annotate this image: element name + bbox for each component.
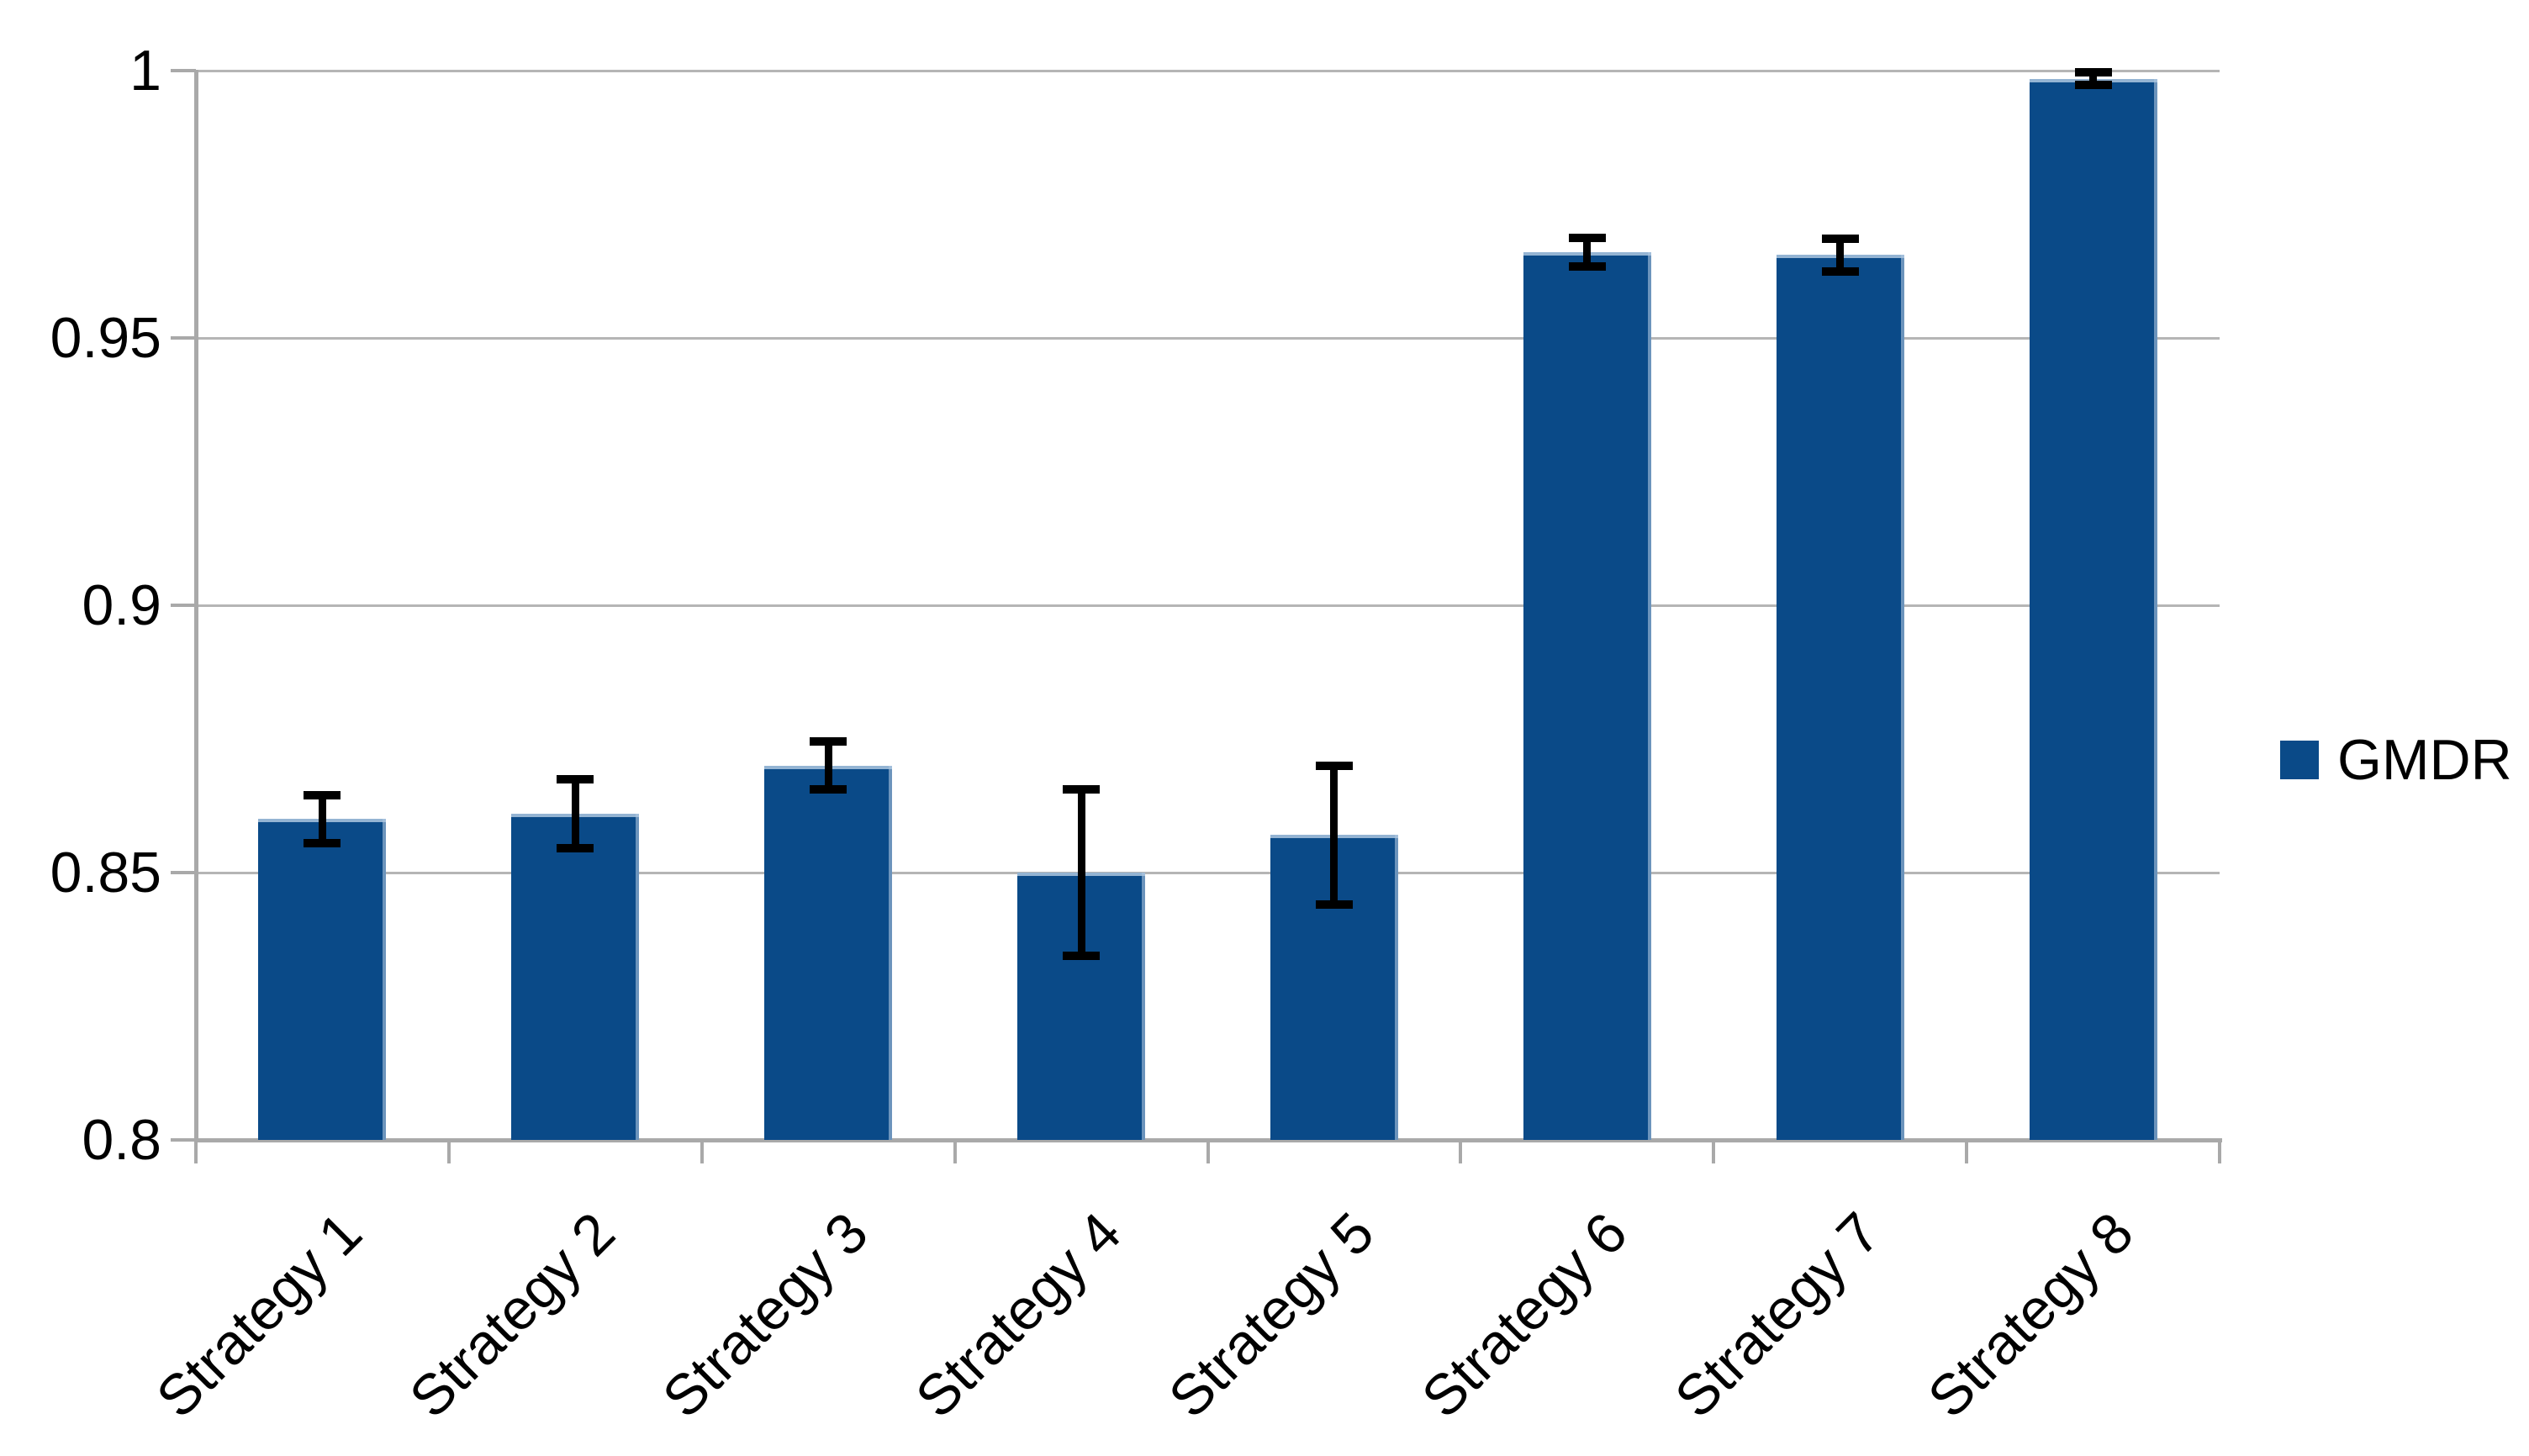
- gridline: [196, 69, 2220, 72]
- y-tick-label: 0.9: [82, 573, 161, 637]
- y-tick: [171, 604, 196, 607]
- gridline: [196, 336, 2220, 340]
- bar-strategy-6: [1523, 252, 1651, 1140]
- error-bar-cap-bottom: [810, 785, 847, 794]
- x-tick: [1712, 1140, 1716, 1163]
- y-tick: [171, 1138, 196, 1142]
- error-bar-cap-top: [557, 774, 594, 783]
- y-tick: [171, 69, 196, 72]
- error-bar-cap-bottom: [2074, 81, 2112, 90]
- error-bar-cap-top: [1063, 785, 1101, 794]
- error-bar-line: [1583, 238, 1592, 267]
- x-tick-label: Strategy 2: [398, 1200, 628, 1430]
- y-tick: [171, 336, 196, 340]
- gridline: [196, 871, 2220, 874]
- x-tick: [194, 1140, 198, 1163]
- bar-strategy-8: [2029, 78, 2157, 1140]
- x-tick: [700, 1140, 704, 1163]
- y-axis-line: [194, 70, 198, 1142]
- x-tick: [1459, 1140, 1463, 1163]
- error-bar-line: [1836, 239, 1845, 272]
- y-tick-label: 0.85: [50, 841, 161, 905]
- error-bar-cap-bottom: [1315, 900, 1353, 910]
- legend-label: GMDR: [2337, 728, 2512, 792]
- gridline: [196, 604, 2220, 607]
- x-tick: [1965, 1140, 1969, 1163]
- x-tick: [953, 1140, 957, 1163]
- x-tick: [446, 1140, 451, 1163]
- bar-strategy-3: [764, 765, 893, 1140]
- x-tick-label: Strategy 6: [1409, 1200, 1639, 1430]
- legend: GMDR: [2280, 721, 2512, 799]
- x-tick-label: Strategy 3: [651, 1200, 880, 1430]
- y-tick-label: 0.95: [50, 306, 161, 370]
- y-tick-label: 1: [129, 39, 161, 103]
- error-bar-line: [1077, 789, 1085, 956]
- x-tick: [1206, 1140, 1210, 1163]
- error-bar-cap-top: [1568, 234, 1606, 243]
- error-bar-cap-bottom: [1063, 951, 1101, 960]
- error-bar-cap-bottom: [1568, 262, 1606, 272]
- x-tick-label: Strategy 8: [1915, 1200, 2146, 1430]
- y-tick: [171, 871, 196, 874]
- error-bar-cap-bottom: [304, 839, 341, 848]
- error-bar-line: [571, 778, 579, 849]
- error-bar-cap-top: [1821, 235, 1859, 244]
- x-tick-label: Strategy 7: [1662, 1200, 1893, 1430]
- error-bar-line: [824, 741, 832, 790]
- error-bar-cap-bottom: [1821, 266, 1859, 276]
- error-bar-line: [318, 794, 326, 843]
- error-bar-line: [2089, 71, 2098, 86]
- x-tick: [2218, 1140, 2221, 1163]
- error-bar-cap-top: [810, 737, 847, 746]
- x-tick-label: Strategy 4: [903, 1200, 1133, 1430]
- legend-swatch-gmdr: [2280, 741, 2319, 779]
- x-tick-label: Strategy 5: [1156, 1200, 1386, 1430]
- error-bar-cap-top: [2074, 67, 2112, 76]
- bar-strategy-7: [1776, 255, 1904, 1140]
- error-bar-cap-bottom: [557, 844, 594, 853]
- y-tick-label: 0.8: [82, 1108, 161, 1172]
- error-bar-line: [1330, 765, 1338, 905]
- error-bar-cap-top: [304, 790, 341, 799]
- x-tick-label: Strategy 1: [145, 1200, 375, 1430]
- bar-strategy-1: [258, 819, 387, 1140]
- bar-strategy-2: [511, 814, 640, 1140]
- error-bar-cap-top: [1315, 761, 1353, 770]
